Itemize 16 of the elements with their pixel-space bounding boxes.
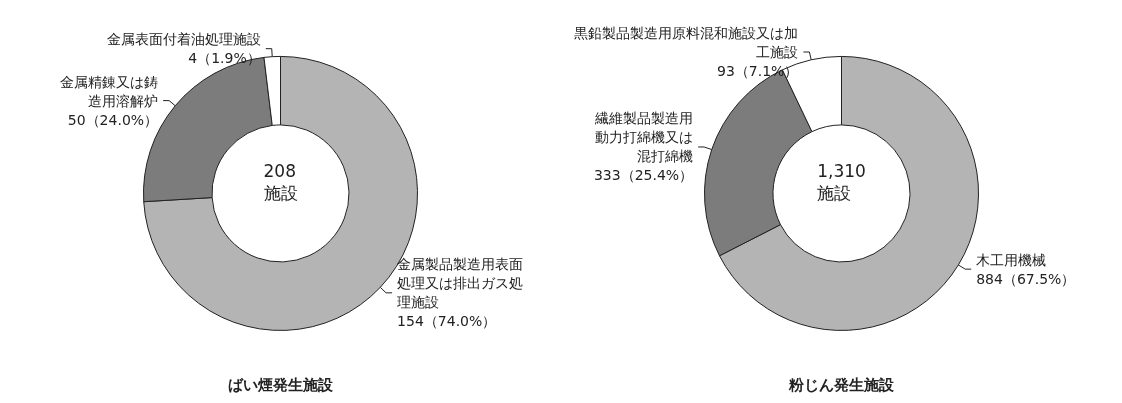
- data-label: 4（1.9%）: [188, 50, 261, 67]
- slice-label: 繊維製品製造用動力打綿機又は混打綿機: [594, 110, 694, 165]
- data-label: 884（67.5%）: [976, 270, 1076, 287]
- slice-label: 金属精錬又は鋳造用溶解炉: [60, 73, 159, 109]
- text: 1,310 施設: [817, 161, 866, 203]
- slice-label: 金属製品製造用表面処理又は排出ガス処理施設: [397, 256, 524, 311]
- data-label: 93（7.1%）: [717, 63, 799, 80]
- data-label: 50（24.0%）: [67, 111, 159, 128]
- slice-label: 黒鉛製品製造用原料混和施設又は加工施設: [574, 25, 799, 61]
- text: ばい煙発生施設: [228, 375, 334, 394]
- text: 粉じん発生施設: [788, 375, 895, 394]
- text: 208 施設: [263, 161, 298, 203]
- slice-label: 木工用機械: [976, 251, 1047, 268]
- data-label: 333（25.4%）: [593, 167, 694, 184]
- data-label: 154（74.0%）: [397, 313, 497, 330]
- slice-label: 金属表面付着油処理施設: [106, 31, 261, 48]
